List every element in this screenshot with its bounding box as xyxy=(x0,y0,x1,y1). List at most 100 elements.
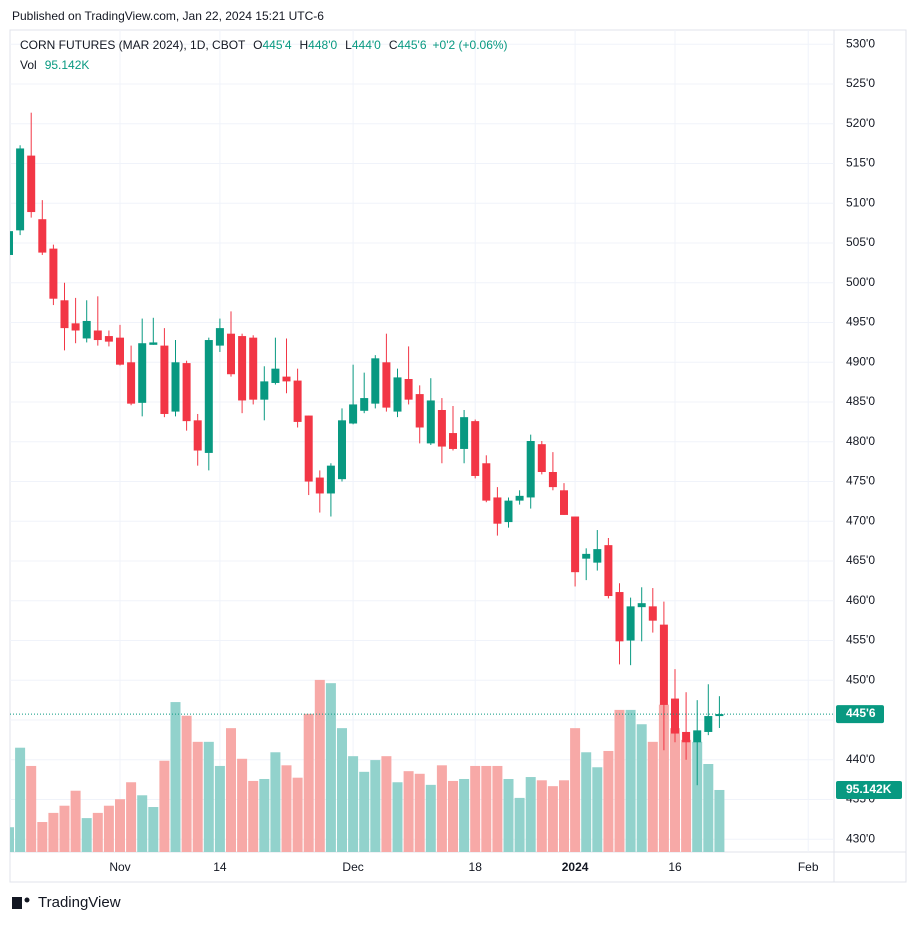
y-tick-label: 515'0 xyxy=(846,156,875,170)
candle-body xyxy=(560,490,568,515)
candle-body xyxy=(16,148,25,231)
volume-bar xyxy=(536,780,547,852)
last-volume-label: 95.142K xyxy=(846,782,892,796)
candle-layer xyxy=(10,112,724,786)
candle-body xyxy=(293,380,302,422)
volume-bar xyxy=(414,773,425,852)
ohlc-value: 444'0 xyxy=(352,38,381,52)
y-tick-label: 475'0 xyxy=(846,474,875,488)
candle-body xyxy=(249,337,258,400)
volume-bar xyxy=(92,812,103,852)
candle-body xyxy=(138,343,147,403)
volume-bar xyxy=(614,709,625,852)
candle-body xyxy=(326,465,335,494)
candle-body xyxy=(426,400,435,444)
volume-bar xyxy=(525,777,536,852)
volume-bar xyxy=(37,822,48,852)
ohlc-key: C xyxy=(389,38,398,52)
logo-mark xyxy=(12,897,22,909)
y-tick-label: 490'0 xyxy=(846,354,875,368)
candle-body xyxy=(204,340,213,453)
volume-bar xyxy=(470,765,481,852)
candle-body xyxy=(449,433,457,449)
candle-body xyxy=(437,409,446,447)
volume-bar xyxy=(192,741,203,852)
volume-bar xyxy=(359,771,370,852)
y-tick-label: 470'0 xyxy=(846,513,875,527)
last-volume-box xyxy=(836,780,902,799)
candle-body xyxy=(349,404,358,424)
volume-bar xyxy=(559,780,569,852)
volume-bar xyxy=(48,812,59,852)
volume-bar xyxy=(15,747,26,852)
y-tick-label: 455'0 xyxy=(846,633,875,647)
volume-bar xyxy=(658,704,669,852)
candle-body xyxy=(604,545,613,597)
volume-bar xyxy=(448,780,458,852)
candle-body xyxy=(571,516,580,573)
volume-bar xyxy=(392,782,403,852)
candle-body xyxy=(93,330,102,341)
candle-body xyxy=(371,358,380,404)
volume-bar xyxy=(10,827,14,852)
volume-bar xyxy=(226,728,236,852)
candle-body xyxy=(504,500,513,523)
volume-bar xyxy=(81,818,92,852)
ohlc-key: H xyxy=(300,38,309,52)
x-tick-label: Dec xyxy=(342,860,363,874)
y-tick-label: 505'0 xyxy=(846,235,875,249)
volume-bar xyxy=(603,750,614,852)
volume-bar xyxy=(681,739,692,852)
x-tick-label: Feb xyxy=(798,860,819,874)
x-tick-label: 18 xyxy=(469,860,483,874)
candle-body xyxy=(471,421,480,476)
candle-body xyxy=(149,342,158,345)
candle-body xyxy=(482,463,491,501)
volume-bar xyxy=(270,752,281,852)
candle-body xyxy=(315,477,324,494)
candle-body xyxy=(493,497,502,524)
candle-body xyxy=(260,381,269,400)
y-tick-label: 460'0 xyxy=(846,593,875,607)
candle-body xyxy=(671,698,679,734)
candle-body xyxy=(171,362,180,412)
volume-bar xyxy=(492,765,503,852)
candle-body xyxy=(27,155,36,213)
volume-bar xyxy=(181,715,192,852)
candle-body xyxy=(548,472,557,488)
logo-dot xyxy=(24,897,30,903)
y-tick-label: 440'0 xyxy=(846,752,875,766)
candle-body xyxy=(626,606,635,641)
y-tick-label: 480'0 xyxy=(846,434,875,448)
candle-body xyxy=(637,603,646,608)
ohlc-value: 445'4 xyxy=(263,38,292,52)
volume-bar xyxy=(581,752,592,852)
y-tick-label: 485'0 xyxy=(846,394,875,408)
volume-bar xyxy=(259,778,270,852)
candle-body xyxy=(227,333,235,375)
legend-header: CORN FUTURES (MAR 2024), 1D, CBOT O445'4 H… xyxy=(20,38,508,52)
candle-body xyxy=(659,624,668,705)
volume-bar xyxy=(592,767,603,852)
candle-body xyxy=(282,376,291,382)
volume-bar xyxy=(337,728,347,852)
last-price-label: 445'6 xyxy=(846,706,876,720)
volume-bar xyxy=(481,765,492,852)
ohlc-value: 445'6 xyxy=(398,38,427,52)
volume-bar xyxy=(159,760,170,852)
volume-bar xyxy=(436,765,447,852)
candle-body xyxy=(648,606,657,621)
candle-body xyxy=(593,549,602,563)
axes: 430'0435'0440'0445'0450'0455'0460'0465'0… xyxy=(10,36,902,874)
x-tick-label: 14 xyxy=(213,860,227,874)
footer-brand: TradingView xyxy=(38,894,121,911)
candle-body xyxy=(215,328,224,346)
candle-body xyxy=(49,248,58,299)
y-tick-label: 450'0 xyxy=(846,672,875,686)
footer-logo: TradingView xyxy=(12,894,121,911)
volume-bar xyxy=(503,778,514,852)
candle-body xyxy=(127,362,136,404)
candle-body xyxy=(182,363,191,422)
y-tick-label: 430'0 xyxy=(846,831,875,845)
